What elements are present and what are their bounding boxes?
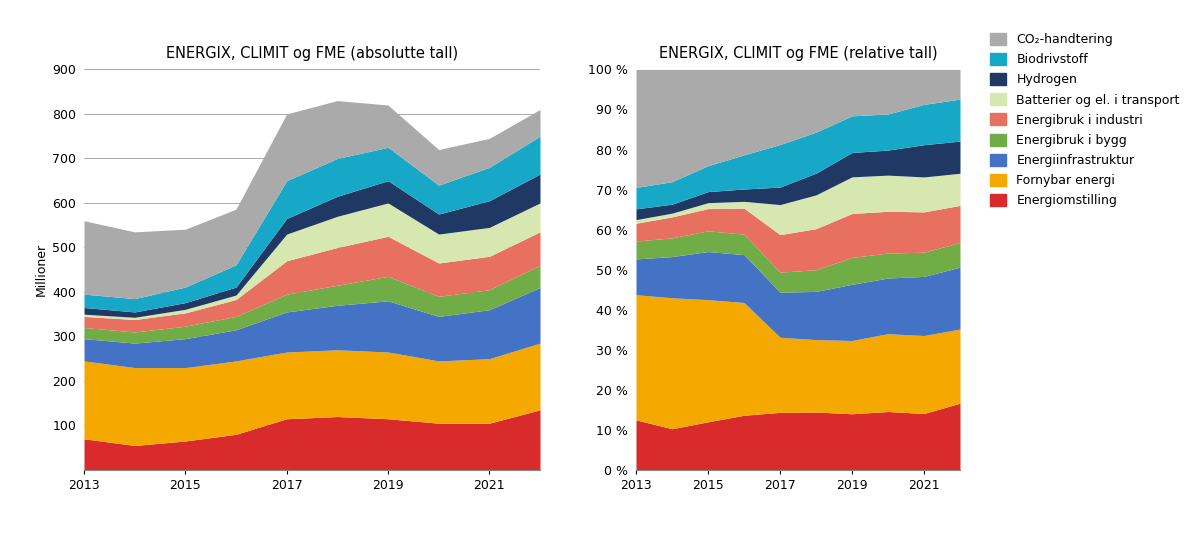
Title: ENERGIX, CLIMIT og FME (absolutte tall): ENERGIX, CLIMIT og FME (absolutte tall) [166, 46, 458, 61]
Legend: CO₂-handtering, Biodrivstoff, Hydrogen, Batterier og el. i transport, Energibruk: CO₂-handtering, Biodrivstoff, Hydrogen, … [990, 33, 1180, 207]
Title: ENERGIX, CLIMIT og FME (relative tall): ENERGIX, CLIMIT og FME (relative tall) [659, 46, 937, 61]
Y-axis label: Millioner: Millioner [35, 243, 48, 296]
